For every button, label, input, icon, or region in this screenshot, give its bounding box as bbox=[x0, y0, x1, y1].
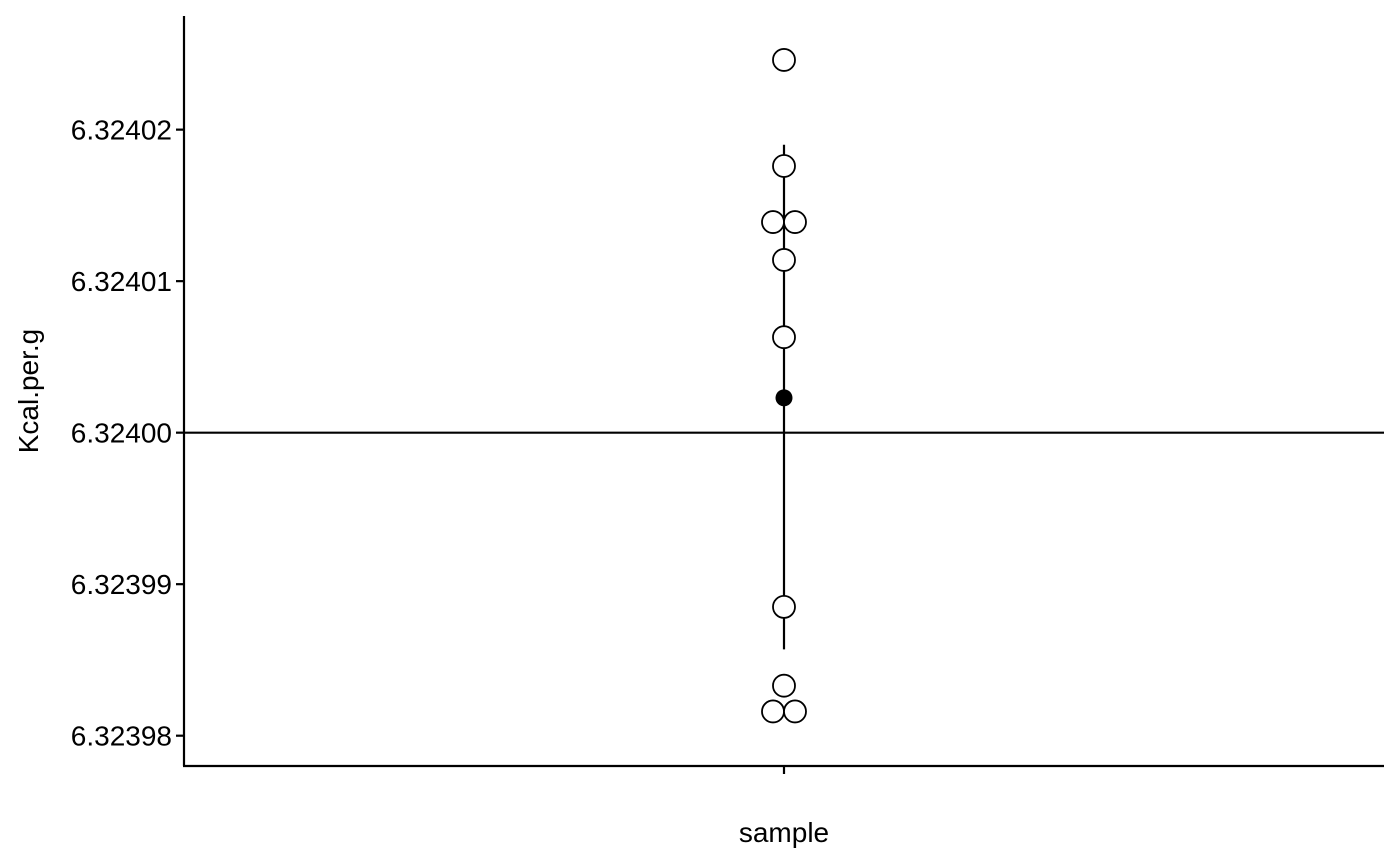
data-point bbox=[772, 595, 796, 619]
y-tick-label: 6.32399 bbox=[71, 569, 172, 600]
data-point bbox=[783, 699, 807, 724]
data-point bbox=[761, 699, 785, 724]
mean-point bbox=[775, 389, 793, 407]
data-point bbox=[772, 325, 796, 350]
y-tick-label: 6.32402 bbox=[71, 115, 172, 146]
data-point bbox=[772, 154, 796, 178]
y-tick-label: 6.32400 bbox=[71, 418, 172, 449]
y-axis-title: Kcal.per.g bbox=[13, 329, 44, 454]
y-tick-label: 6.32398 bbox=[71, 721, 172, 752]
data-point bbox=[761, 210, 785, 234]
data-point bbox=[772, 673, 796, 698]
data-point bbox=[772, 248, 796, 272]
data-point bbox=[772, 48, 796, 72]
data-point bbox=[783, 210, 807, 234]
y-tick-label: 6.32401 bbox=[71, 266, 172, 297]
y-axis-ticks: 6.32398 6.32399 6.32400 6.32401 6.32402 bbox=[71, 115, 184, 752]
x-axis-title: sample bbox=[739, 817, 829, 848]
plot-area bbox=[184, 48, 1384, 724]
